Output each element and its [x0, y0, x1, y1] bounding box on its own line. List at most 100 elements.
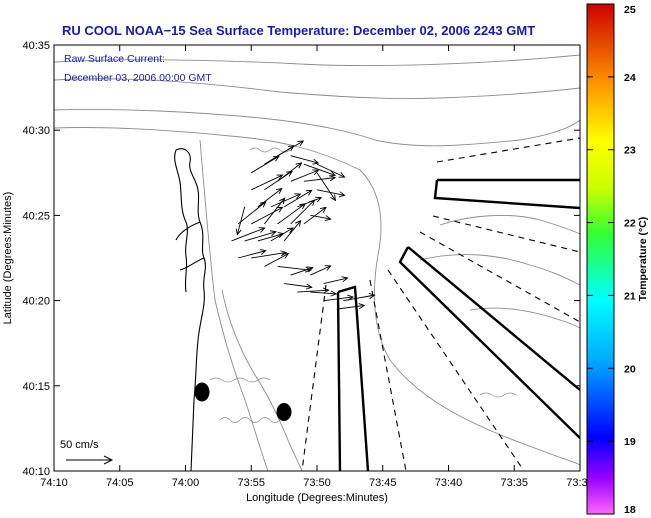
current-vector [251, 250, 288, 259]
vector-shaft [277, 266, 311, 271]
vector-head [279, 197, 286, 205]
y-tick-label: 40:35 [22, 40, 50, 52]
vector-head [308, 199, 316, 206]
colorbar-tick-label: 18 [624, 504, 636, 516]
vector-shaft [343, 294, 375, 302]
current-vector [238, 249, 267, 259]
vector-shaft [316, 189, 345, 196]
current-vector [235, 206, 246, 236]
vector-shaft [277, 140, 304, 157]
vector-shaft [310, 265, 331, 276]
scale-arrow-label: 50 cm/s [60, 439, 99, 451]
vector-shaft [283, 220, 302, 242]
vector-head [329, 170, 337, 177]
vector-head [312, 158, 320, 165]
vector-shaft [310, 291, 337, 295]
vector-head [341, 276, 349, 283]
y-tick-label: 40:25 [22, 210, 50, 222]
colorbar-tick-label: 21 [624, 290, 636, 302]
vector-shaft [238, 250, 266, 259]
vector-shaft [277, 162, 302, 182]
current-vector [303, 206, 327, 225]
vector-head [338, 191, 346, 198]
noise-contour-4 [249, 147, 291, 153]
noise-contour-1 [209, 377, 271, 383]
vector-head [330, 194, 337, 202]
vector-head [295, 162, 303, 169]
colorbar-tick-label: 22 [624, 218, 636, 230]
coastline-inner [174, 149, 188, 293]
x-tick-label: 73:40 [435, 477, 463, 489]
vector-shaft [303, 177, 336, 182]
current-vector [270, 193, 302, 208]
vector-head [272, 155, 280, 162]
vector-head [368, 293, 376, 299]
current-vector [310, 290, 338, 297]
vector-head [259, 201, 267, 208]
vector-head [312, 169, 320, 176]
vector-shaft [283, 189, 312, 208]
contour-line-8 [439, 214, 580, 235]
vector-head [286, 170, 293, 177]
contour-line-9 [469, 307, 580, 329]
current-vector [264, 197, 286, 225]
vector-shaft [257, 188, 283, 208]
vector-head [269, 230, 277, 237]
current-vector [244, 230, 277, 242]
vector-shaft [251, 206, 283, 225]
transect-2 [432, 215, 580, 253]
current-vector [310, 265, 332, 276]
bathymetry-contours [54, 54, 580, 471]
current-vector [251, 174, 284, 191]
contour-line-6 [221, 289, 303, 471]
vector-head [275, 187, 283, 195]
scale-arrow-head [103, 455, 114, 465]
x-tick-label: 73:55 [237, 477, 265, 489]
current-vector [316, 189, 346, 198]
colorbar-tick-label: 19 [624, 436, 636, 448]
current-vector [343, 293, 376, 302]
vector-shaft [290, 267, 313, 276]
vector-head [297, 140, 305, 147]
vector-head [329, 175, 337, 182]
y-tick-label: 40:15 [22, 381, 50, 393]
current-vector [277, 203, 307, 225]
vector-shaft [257, 233, 284, 242]
vector-head [322, 287, 330, 294]
dashed-transects [301, 137, 580, 471]
current-vector [231, 227, 266, 242]
transect-6 [301, 284, 327, 471]
x-tick-label: 73:35 [500, 477, 528, 489]
vector-head [276, 206, 284, 213]
contour-line-7 [419, 254, 580, 286]
noise-contour-3 [479, 392, 517, 398]
current-vector [303, 175, 337, 182]
vector-head [305, 283, 313, 290]
x-tick-label: 74:05 [106, 477, 134, 489]
vector-head [306, 266, 314, 273]
colorbar-gradient [586, 3, 615, 515]
contour-line-4 [54, 54, 580, 67]
x-tick-label: 74:10 [40, 477, 68, 489]
vector-head [287, 145, 295, 152]
current-vector [290, 169, 320, 182]
colorbar: 18 19 20 21 22 23 24 25 Temperature (°C) [586, 3, 649, 516]
vector-shaft [336, 305, 365, 310]
vector-shaft [290, 199, 315, 225]
vector-shaft [251, 174, 283, 191]
transect-1 [436, 137, 580, 163]
current-vector [257, 187, 283, 208]
current-vector [283, 219, 302, 242]
vector-head [315, 196, 323, 203]
current-vector [277, 162, 303, 182]
island-west [194, 382, 210, 402]
vector-shaft [303, 207, 327, 225]
vector-shaft [284, 283, 312, 288]
vector-shaft [297, 289, 329, 293]
vector-head [276, 174, 284, 181]
vector-shaft [231, 227, 265, 242]
outline-box-b [398, 246, 580, 439]
current-vector [251, 206, 284, 225]
vector-shaft [251, 155, 280, 174]
